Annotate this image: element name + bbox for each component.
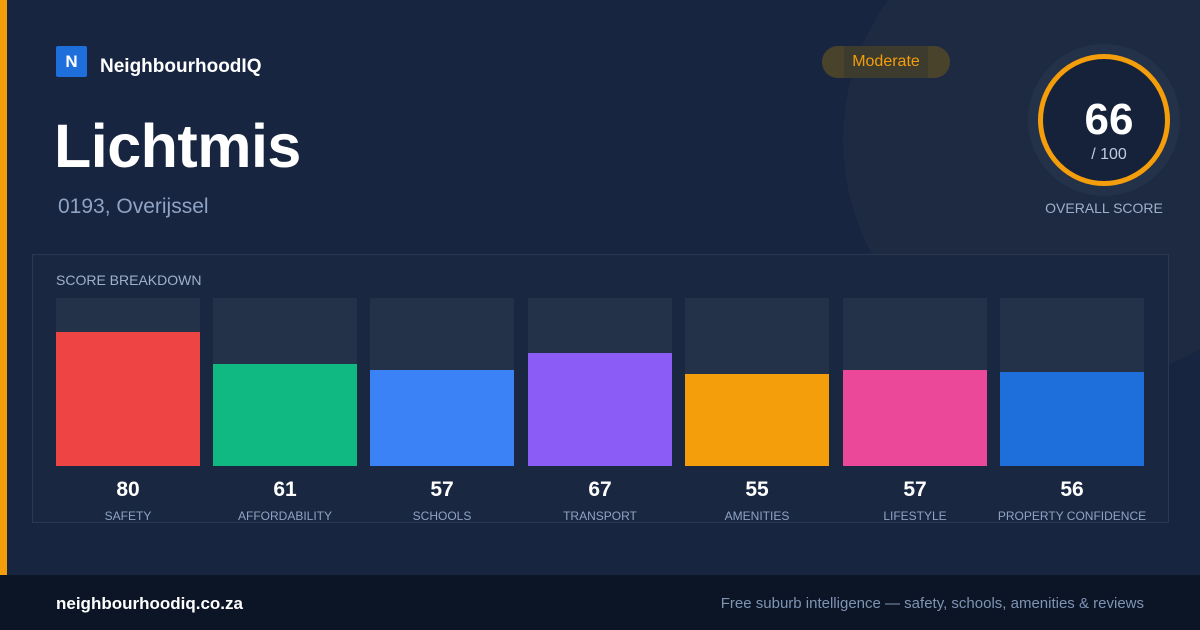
bar-value: 56 [1060, 478, 1084, 501]
accent-bar [0, 0, 7, 575]
breakdown-bar-schools: 57 SCHOOLS [370, 298, 514, 523]
overall-score-denominator: / 100 [1091, 146, 1127, 163]
footer-url[interactable]: neighbourhoodiq.co.za [56, 594, 243, 613]
breakdown-bar-transport: 67 TRANSPORT [528, 298, 672, 523]
bar-label: SCHOOLS [412, 509, 472, 523]
overall-score-value: 66 [1084, 95, 1134, 144]
overall-score-ring: 66 / 100 [1038, 54, 1170, 186]
bar-value: 55 [745, 478, 769, 501]
bar-track [1000, 298, 1144, 466]
brand-name: NeighbourhoodIQ [100, 56, 262, 77]
bar-track [685, 298, 829, 466]
bar-fill [56, 332, 200, 466]
breakdown-bar-affordability: 61 AFFORDABILITY [213, 298, 357, 523]
suburb-location: 0193, Overijssel [58, 195, 209, 218]
breakdown-bar-amenities: 55 AMENITIES [685, 298, 829, 523]
score-breakdown-panel: SCORE BREAKDOWN 80 SAFETY 61 AFFORDABILI… [32, 254, 1169, 523]
rating-badge: Moderate [822, 46, 950, 78]
brand-logo: N [56, 46, 87, 77]
rating-badge-label: Moderate [852, 53, 920, 70]
footer-tagline: Free suburb intelligence — safety, schoo… [720, 595, 1144, 612]
bar-track [843, 298, 987, 466]
bar-fill [213, 364, 357, 466]
breakdown-title: SCORE BREAKDOWN [56, 272, 202, 288]
bar-track [213, 298, 357, 466]
bar-value: 61 [273, 478, 297, 501]
bar-label: PROPERTY CONFIDENCE [997, 509, 1147, 523]
bar-fill [370, 370, 514, 466]
suburb-name: Lichtmis [54, 112, 301, 180]
bar-track [370, 298, 514, 466]
bar-value: 67 [588, 478, 612, 501]
breakdown-bar-property-confidence: 56 PROPERTY CONFIDENCE [998, 298, 1146, 523]
badge-cap-left [822, 46, 844, 78]
bar-fill [1000, 372, 1144, 466]
footer: neighbourhoodiq.co.za Free suburb intell… [0, 575, 1200, 630]
bar-fill [528, 353, 672, 466]
breakdown-bar-safety: 80 SAFETY [56, 298, 200, 523]
overall-score-gauge: 66 / 100 [1028, 44, 1180, 196]
bar-label: LIFESTYLE [883, 509, 947, 523]
bar-label: AMENITIES [724, 509, 790, 523]
bar-track [528, 298, 672, 466]
bar-label: SAFETY [104, 509, 152, 523]
breakdown-bar-lifestyle: 57 LIFESTYLE [843, 298, 987, 523]
bar-label: AFFORDABILITY [237, 509, 332, 523]
bar-fill [843, 370, 987, 466]
bar-value: 57 [430, 478, 454, 501]
bar-fill [685, 374, 829, 466]
bar-value: 57 [903, 478, 927, 501]
bar-track [56, 298, 200, 466]
bar-label: TRANSPORT [563, 509, 637, 523]
overall-score-label: OVERALL SCORE [1045, 200, 1163, 216]
badge-cap-right [928, 46, 950, 78]
bar-value: 80 [116, 478, 140, 501]
